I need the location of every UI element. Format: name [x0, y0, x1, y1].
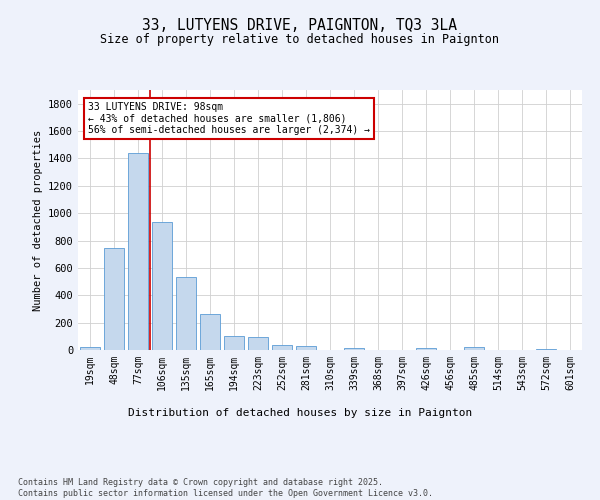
Y-axis label: Number of detached properties: Number of detached properties	[32, 130, 43, 310]
Bar	[176, 277, 196, 350]
Bar	[248, 338, 268, 350]
Text: Size of property relative to detached houses in Paignton: Size of property relative to detached ho…	[101, 32, 499, 46]
Bar	[344, 348, 364, 350]
Text: 33, LUTYENS DRIVE, PAIGNTON, TQ3 3LA: 33, LUTYENS DRIVE, PAIGNTON, TQ3 3LA	[143, 18, 458, 32]
Bar	[416, 348, 436, 350]
Bar	[104, 248, 124, 350]
Bar	[536, 348, 556, 350]
Bar	[200, 314, 220, 350]
Bar	[128, 153, 148, 350]
Bar	[152, 222, 172, 350]
Bar	[272, 344, 292, 350]
Text: Distribution of detached houses by size in Paignton: Distribution of detached houses by size …	[128, 408, 472, 418]
Text: Contains HM Land Registry data © Crown copyright and database right 2025.
Contai: Contains HM Land Registry data © Crown c…	[18, 478, 433, 498]
Bar	[296, 346, 316, 350]
Bar	[80, 348, 100, 350]
Bar	[464, 348, 484, 350]
Text: 33 LUTYENS DRIVE: 98sqm
← 43% of detached houses are smaller (1,806)
56% of semi: 33 LUTYENS DRIVE: 98sqm ← 43% of detache…	[88, 102, 370, 135]
Bar	[224, 336, 244, 350]
